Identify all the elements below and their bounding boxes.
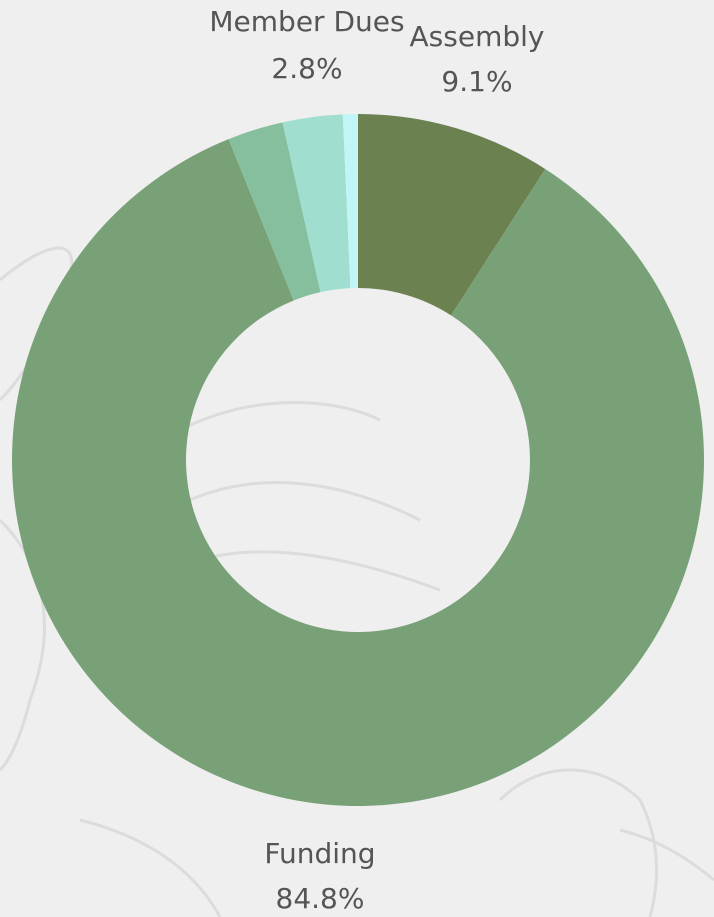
chart: Assembly 9.1% Funding 84.8% Member Dues 2.8% — [0, 0, 714, 917]
value-label: 84.8% — [276, 882, 365, 915]
segment-label: Assembly — [410, 20, 545, 53]
segment-label: Member Dues — [209, 5, 404, 38]
value-label: 2.8% — [271, 52, 342, 85]
segment-label: Funding — [264, 837, 375, 870]
value-label: 9.1% — [441, 65, 512, 98]
